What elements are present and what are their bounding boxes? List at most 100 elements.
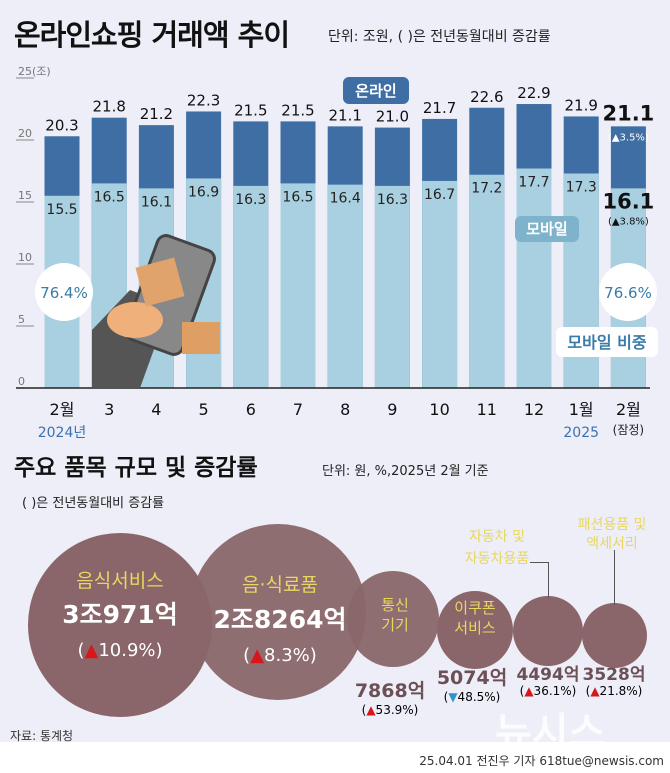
x-tick-label: 10 xyxy=(429,400,449,419)
mobile-value-label: 16.3 xyxy=(377,192,408,208)
share-circle xyxy=(599,263,657,321)
box-icon xyxy=(135,257,185,307)
online-value-label: 21.1 xyxy=(328,106,361,124)
box-icon xyxy=(182,322,220,354)
legend-online xyxy=(343,77,409,104)
item-name: 통신 xyxy=(381,596,409,614)
mobile-value-label: 16.3 xyxy=(235,192,266,208)
footer-bar xyxy=(0,742,670,773)
mobile-value-label: 16.5 xyxy=(94,189,125,205)
x-tick-label: 4 xyxy=(151,400,161,419)
hand-illustration xyxy=(107,302,163,338)
mobile-bar xyxy=(374,185,410,388)
item-change: (▲36.1%) xyxy=(519,684,577,698)
online-value-label: 21.1 xyxy=(602,101,654,125)
online-value-label: 21.7 xyxy=(423,99,456,117)
item-name: 액세서리 xyxy=(586,536,638,552)
mobile-change-label: (▲3.8%) xyxy=(608,216,649,227)
mobile-value-label: 17.2 xyxy=(471,181,502,197)
x-tick-label: 3 xyxy=(104,400,114,419)
mobile-bar xyxy=(516,168,552,388)
item-name: 음·식료품 xyxy=(242,574,318,596)
legend-online-label: 온라인 xyxy=(355,82,396,100)
mobile-value-label: 16.7 xyxy=(424,187,455,203)
source: 자료: 통계청 xyxy=(10,729,74,743)
bar-chart: 0 5 10 15 20 25(조) 20.3 15.5 2월 21.8 16.5 3 21.2 16.1… xyxy=(16,65,658,440)
mobile-value-label: 16.4 xyxy=(330,191,361,207)
x-tick-label: 2월 xyxy=(616,400,641,419)
item-change: (▲21.8%) xyxy=(585,684,643,698)
x-tick-label: 7 xyxy=(293,400,303,419)
share-first-label: 76.4% xyxy=(40,284,88,302)
bubble-ecoupon xyxy=(437,591,513,669)
online-value-label: 21.5 xyxy=(281,101,314,119)
item-name: 음식서비스 xyxy=(76,570,164,592)
item-name: 자동차 및 xyxy=(469,529,525,545)
legend-mobile xyxy=(515,216,579,242)
mobile-bar xyxy=(280,183,316,388)
mobile-value-label: 15.5 xyxy=(46,202,77,218)
item-amount: 3528억 xyxy=(582,665,646,685)
bubble-food-service xyxy=(28,533,212,717)
x-tick-label: 2월 xyxy=(50,400,75,419)
mobile-value-label: 17.3 xyxy=(566,179,597,195)
mobile-value-label: 16.1 xyxy=(602,189,654,213)
online-value-label: 21.2 xyxy=(140,105,173,123)
online-value-label: 22.3 xyxy=(187,91,220,109)
share-circle xyxy=(35,263,93,321)
item-change: (▲10.9%) xyxy=(77,640,163,661)
online-change-label: (▲3.5%) xyxy=(608,132,649,143)
item-amount: 4494억 xyxy=(516,665,580,685)
y-tick-label: 20 xyxy=(18,127,32,140)
y-tick-label: 5 xyxy=(18,313,25,326)
item-name: 서비스 xyxy=(454,619,496,637)
item-amount: 3조971억 xyxy=(62,600,178,629)
y-tick-label: 15 xyxy=(18,189,32,202)
x-tick-label: 5 xyxy=(199,400,209,419)
mobile-value-label: 16.5 xyxy=(282,189,313,205)
item-amount: 7868억 xyxy=(354,680,426,702)
online-value-label: 22.6 xyxy=(470,88,503,106)
share-tag-label: 모바일 비중 xyxy=(567,333,646,352)
online-value-label: 21.0 xyxy=(376,108,409,126)
item-amount: 2조8264억 xyxy=(213,605,347,634)
mobile-value-label: 17.7 xyxy=(518,175,549,191)
mobile-bar xyxy=(233,185,269,388)
item-name: 이쿠폰 xyxy=(454,599,496,617)
legend-mobile-label: 모바일 xyxy=(526,220,567,238)
leader-line xyxy=(548,562,549,598)
leader-line xyxy=(614,550,615,605)
mobile-bar xyxy=(469,174,505,388)
bubble-telecom xyxy=(347,571,439,667)
x-tick-label: 1월 xyxy=(569,400,594,419)
item-name: 기기 xyxy=(381,616,409,634)
mobile-bar xyxy=(422,180,458,388)
y-tick-label: 10 xyxy=(18,251,32,264)
y-tick-label: 25(조) xyxy=(18,65,51,78)
item-amount: 5074억 xyxy=(436,667,508,689)
online-value-label: 21.8 xyxy=(92,98,125,116)
item-change: (▲8.3%) xyxy=(243,645,317,666)
page-title: 온라인쇼핑 거래액 추이 xyxy=(14,18,290,52)
online-value-label: 21.9 xyxy=(564,96,597,114)
mobile-value-label: 16.9 xyxy=(188,184,219,200)
section-unit: 단위: 원, %,2025년 2월 기준 xyxy=(322,464,489,479)
x-tick-label: 9 xyxy=(387,400,397,419)
unit-note: 단위: 조원, ( )은 전년동월대비 증감률 xyxy=(328,29,551,45)
mobile-value-label: 16.1 xyxy=(141,194,172,210)
online-value-label: 20.3 xyxy=(45,116,78,134)
x-tick-label: 11 xyxy=(477,400,497,419)
bubble-fashion xyxy=(582,603,647,668)
x-tick-label: 6 xyxy=(246,400,256,419)
section-note: ( )은 전년동월대비 증감률 xyxy=(22,496,165,511)
year-label: 2024년 xyxy=(38,425,87,440)
item-change: (▼48.5%) xyxy=(443,690,501,704)
item-change: (▲53.9%) xyxy=(361,703,419,717)
share-last-label: 76.6% xyxy=(604,284,652,302)
bubble-auto xyxy=(513,596,583,666)
y-tick-label: 0 xyxy=(18,375,25,388)
item-name: 패션용품 및 xyxy=(577,517,647,533)
credit: 25.04.01 전진우 기자 618tue@newsis.com xyxy=(419,754,664,768)
x-tick-label: 8 xyxy=(340,400,350,419)
